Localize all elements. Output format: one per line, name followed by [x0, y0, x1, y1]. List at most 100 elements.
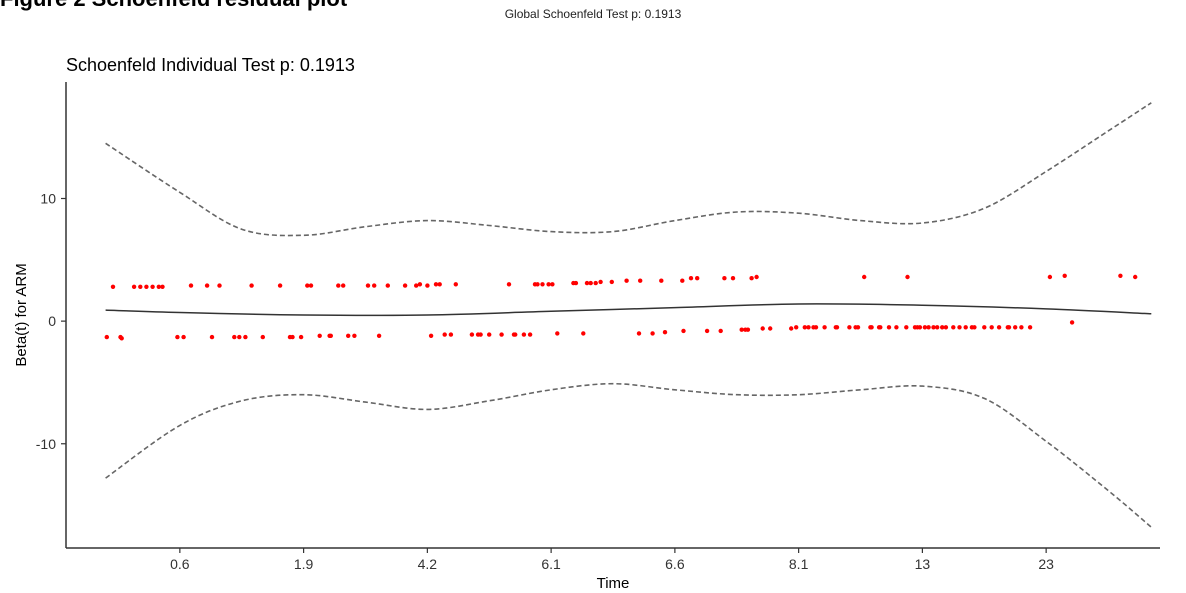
residual-point [972, 325, 977, 330]
residual-point [638, 278, 643, 283]
residual-point [862, 274, 867, 280]
residual-point [593, 280, 598, 286]
residual-point [894, 325, 899, 330]
residual-point [365, 283, 371, 288]
residual-point [794, 325, 799, 330]
residual-point [935, 325, 940, 330]
smooth-fit-line [105, 303, 1152, 317]
residual-point [598, 279, 603, 285]
residual-point [417, 282, 423, 287]
residual-point [385, 283, 390, 288]
residual-point [104, 334, 110, 340]
residual-point [1069, 320, 1075, 325]
x-tick-label: 8.1 [789, 556, 809, 572]
residual-point [336, 283, 341, 288]
page-heading: Figure 2 Schoenfeld residual plot [0, 0, 347, 12]
residual-point [718, 328, 723, 334]
confidence-bands [105, 102, 1152, 528]
residual-point [209, 334, 215, 340]
residual-point [308, 283, 314, 288]
residual-point [1013, 325, 1018, 330]
y-tick-label: -10 [36, 436, 56, 452]
residual-point [1027, 325, 1033, 330]
residual-point [540, 282, 545, 287]
residual-point [453, 282, 458, 287]
residual-point [1118, 273, 1123, 278]
x-tick-label: 6.6 [665, 556, 685, 572]
x-tick-label: 6.1 [541, 556, 561, 572]
residual-point [160, 284, 165, 289]
residual-point [573, 280, 579, 286]
residual-point [317, 333, 322, 338]
residual-point [905, 274, 910, 280]
x-tick-label: 13 [915, 556, 931, 572]
residual-point [1019, 325, 1024, 330]
residual-point [352, 333, 357, 338]
residual-point [855, 325, 861, 330]
residual-point [175, 334, 180, 340]
residual-point [922, 325, 928, 330]
residual-point [181, 334, 186, 340]
smooth-fit-layer [105, 303, 1152, 317]
residual-point [550, 282, 555, 287]
residual-point [437, 282, 442, 287]
residual-point [588, 280, 593, 286]
residual-point [506, 282, 512, 287]
residual-point [869, 325, 874, 330]
residual-point [1047, 274, 1053, 280]
panel-title: Schoenfeld Individual Test p: 0.1913 [66, 55, 355, 75]
residual-point [535, 282, 540, 287]
residual-point [917, 325, 923, 330]
residual-point [904, 325, 909, 330]
residual-point [802, 325, 807, 330]
residual-point [730, 276, 736, 281]
residual-point [963, 325, 968, 330]
residual-point [433, 282, 439, 287]
residual-point [943, 325, 949, 330]
residual-point [940, 325, 945, 330]
residual-point [298, 334, 304, 340]
residual-point [376, 333, 382, 338]
residual-point [414, 283, 419, 288]
x-tick-label: 23 [1038, 556, 1054, 572]
residual-point [487, 332, 492, 337]
residual-point [499, 332, 504, 337]
residual-point [150, 284, 155, 289]
residual-point [217, 283, 222, 288]
residual-point [722, 276, 727, 281]
residual-point [886, 325, 892, 330]
residual-point [822, 325, 827, 330]
residual-point [188, 283, 194, 288]
y-axis-ticks: -10 0 10 [36, 191, 66, 452]
y-tick-label: 0 [48, 313, 56, 329]
residual-point [555, 331, 560, 336]
lower-confidence-band [105, 382, 1152, 528]
upper-confidence-band [105, 102, 1152, 237]
residual-point [636, 331, 642, 336]
residual-point [704, 328, 710, 334]
residual-point [659, 278, 664, 283]
x-tick-label: 4.2 [418, 556, 438, 572]
residual-point [346, 333, 351, 338]
residual-point [680, 278, 685, 283]
residual-point [1133, 274, 1138, 280]
residual-point [624, 278, 629, 283]
residual-point [249, 283, 254, 288]
x-axis-title: Time [597, 575, 630, 592]
residual-point [260, 334, 265, 340]
residual-point [131, 284, 137, 289]
residual-point [951, 325, 956, 330]
residual-point [931, 325, 936, 330]
residual-point [237, 334, 242, 340]
residual-point [513, 332, 518, 337]
residual-point [372, 283, 377, 288]
residual-point [982, 325, 987, 330]
y-axis-title: Beta(t) for ARM [13, 263, 30, 366]
residual-point [119, 336, 124, 341]
residual-point [425, 283, 430, 288]
global-test-title: Global Schoenfeld Test p: 0.1913 [504, 7, 682, 21]
residual-point [789, 326, 794, 331]
residual-point [527, 332, 533, 337]
residual-point [739, 327, 744, 332]
